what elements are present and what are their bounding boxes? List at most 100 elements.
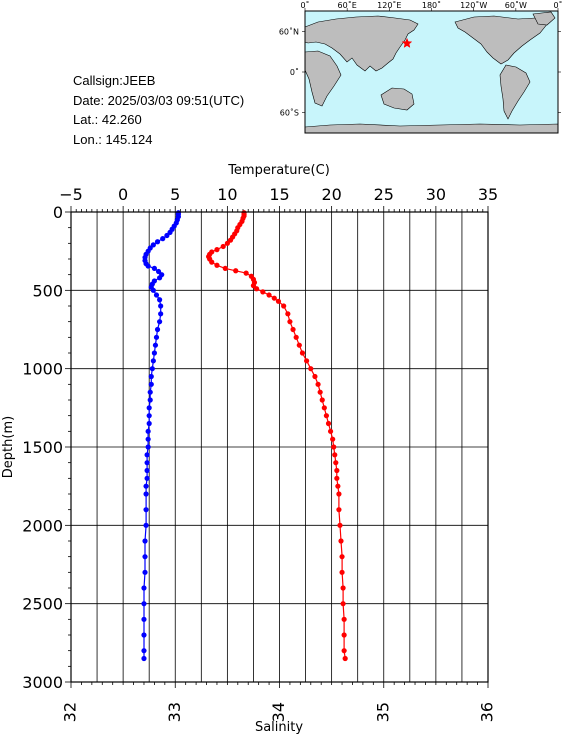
temperature-tick-label: 15: [269, 185, 289, 204]
temperature-point: [281, 303, 287, 309]
temperature-tick-label: 20: [321, 185, 341, 204]
salinity-point: [158, 311, 164, 317]
salinity-point: [148, 373, 154, 380]
temperature-point: [333, 460, 339, 466]
salinity-tick-label: 33: [165, 702, 184, 722]
depth-tick-label: 2500: [22, 595, 63, 614]
salinity-point: [158, 303, 164, 309]
temperature-point: [335, 483, 341, 489]
depth-tick-label: 2000: [22, 516, 63, 535]
temperature-point: [253, 286, 260, 292]
temperature-point: [332, 452, 338, 458]
salinity-point: [143, 507, 149, 513]
salinity-point: [141, 616, 147, 622]
greenland-landmass: [532, 11, 556, 26]
salinity-point: [142, 538, 148, 544]
salinity-point: [154, 239, 161, 245]
salinity-point: [147, 389, 153, 395]
australia-landmass: [380, 87, 415, 111]
salinity-point: [157, 297, 163, 303]
temperature-point: [290, 326, 296, 333]
temperature-point: [275, 298, 282, 304]
depth-tick-label: 500: [32, 281, 63, 300]
temperature-point: [325, 420, 332, 427]
salinity-point: [153, 334, 160, 340]
callsign-text: Callsign:JEEB: [73, 73, 156, 88]
salinity-point: [144, 475, 150, 481]
map-lon-label: 180˚: [422, 0, 441, 10]
salinity-point: [150, 287, 156, 293]
temperature-tick-label: −5: [59, 185, 83, 204]
salinity-point: [148, 381, 154, 387]
salinity-point: [145, 263, 151, 269]
temperature-point: [271, 295, 277, 301]
map-lon-label: 60˚E: [338, 0, 357, 10]
temperature-point: [338, 538, 344, 544]
temperature-point: [334, 467, 340, 474]
salinity-point: [149, 366, 155, 372]
salinity-point: [144, 452, 150, 458]
salinity-tick-label: 36: [478, 702, 497, 722]
latitude-text: Lat.: 42.260: [73, 112, 142, 127]
plot-frame: [70, 211, 489, 683]
location-map: 0˚ 60˚E 120˚E 180˚ 120˚W 60˚W 0˚ 60˚N 0˚ 60˚S: [279, 0, 563, 134]
salinity-point: [154, 326, 161, 333]
map-lat-label: 60˚S: [280, 108, 299, 118]
salinity-point: [152, 342, 159, 348]
salinity-point: [153, 292, 160, 298]
temperature-tick-label: 10: [217, 185, 237, 204]
salinity-point: [160, 236, 166, 242]
temperature-point: [340, 585, 346, 591]
temperature-point: [339, 554, 345, 560]
depth-tick-label: 1500: [22, 438, 63, 457]
temperature-point: [341, 632, 347, 638]
temperature-point: [233, 268, 239, 274]
temperature-point: [285, 311, 291, 317]
temperature-point: [317, 389, 323, 395]
longitude-text: Lon.: 145.124: [73, 131, 153, 147]
map-ticks: 0˚ 60˚E 120˚E 180˚ 120˚W 60˚W 0˚ 60˚N 0˚ 60˚S: [279, 0, 563, 118]
salinity-point: [164, 232, 170, 239]
salinity-point: [142, 569, 148, 575]
temperature-point: [220, 243, 226, 250]
temperature-point: [339, 569, 345, 575]
north-america-landmass: [454, 15, 549, 65]
salinity-point: [145, 436, 151, 442]
temperature-point: [287, 319, 293, 325]
temperature-point: [222, 265, 228, 271]
temperature-axis-title: Temperature(C): [227, 163, 330, 178]
temperature-point: [312, 373, 318, 380]
salinity-point: [141, 655, 147, 662]
station-info: Callsign:JEEB Date: 2025/03/03 09:51(UTC…: [73, 71, 244, 149]
temperature-point: [342, 655, 348, 662]
salinity-point: [143, 483, 149, 489]
map-lon-label: 0˚: [553, 0, 562, 10]
salinity-point: [151, 265, 157, 271]
temperature-point: [315, 381, 321, 387]
salinity-point: [146, 420, 152, 427]
salinity-point: [150, 358, 156, 364]
temperature-point: [243, 270, 249, 276]
salinity-tick-label: 34: [269, 702, 288, 722]
salinity-point: [143, 491, 149, 497]
salinity-point: [141, 585, 147, 591]
temperature-point: [214, 247, 220, 253]
salinity-point: [147, 397, 153, 403]
temperature-point: [308, 366, 314, 372]
temperature-tick-label: 0: [118, 185, 128, 204]
temperature-point: [334, 475, 340, 481]
temperature-point: [296, 342, 302, 348]
depth-tick-label: 3000: [22, 673, 63, 692]
salinity-point: [141, 601, 147, 607]
temperature-point: [299, 350, 306, 356]
depth-tick-label: 1000: [22, 360, 63, 379]
depth-tick-label: 0: [53, 203, 63, 222]
south-america-landmass: [499, 64, 531, 120]
temperature-point: [337, 522, 343, 528]
temperature-point: [331, 444, 337, 450]
temperature-point: [319, 397, 325, 403]
temperature-point: [327, 428, 334, 434]
salinity-axis-title: Salinity: [255, 720, 303, 735]
